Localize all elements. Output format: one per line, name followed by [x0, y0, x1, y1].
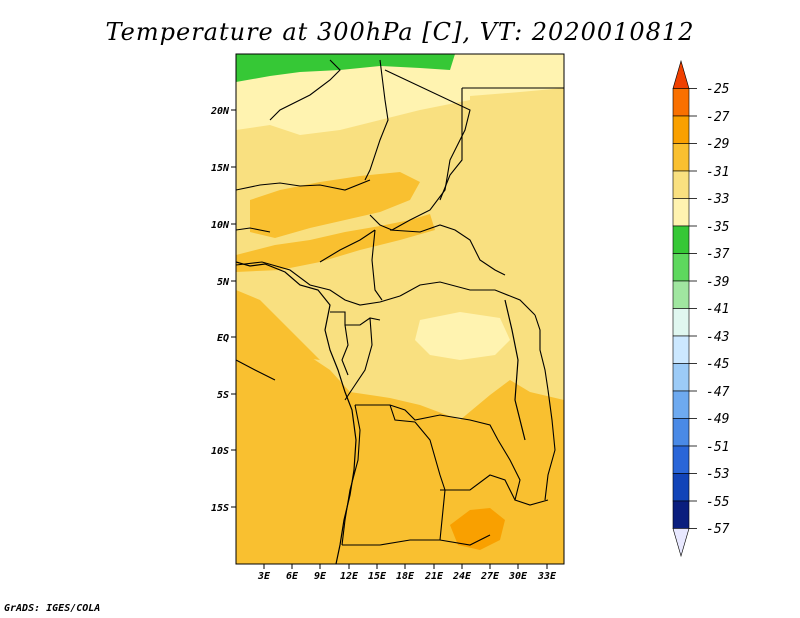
lon-labels: 3E 6E 9E 12E 15E 18E 21E 24E 27E 30E 33E — [257, 571, 557, 582]
colorbar-segment — [673, 254, 689, 282]
lon-label: 6E — [286, 571, 299, 582]
lat-label: EQ — [217, 333, 229, 344]
lat-label: 15N — [211, 163, 230, 174]
lon-axis — [264, 564, 547, 569]
lat-labels: 20N 15N 10N 5N EQ 5S 10S 15S — [210, 106, 230, 514]
colorbar-segment — [673, 446, 689, 474]
lat-label: 10S — [211, 446, 229, 457]
colorbar-label: -53 — [706, 467, 729, 482]
colorbar-label: -47 — [706, 385, 730, 400]
colorbar-segment — [673, 419, 689, 447]
colorbar-label: -49 — [706, 412, 729, 427]
colorbar-segment — [673, 144, 689, 172]
colorbar-segment — [673, 474, 689, 502]
colorbar-label: -57 — [706, 522, 730, 537]
lon-label: 9E — [314, 571, 327, 582]
lat-label: 5N — [217, 277, 230, 288]
colorbar-segment — [673, 336, 689, 364]
lon-label: 21E — [424, 571, 444, 582]
colorbar-label: -37 — [706, 247, 730, 262]
lat-label: 5S — [217, 390, 229, 401]
lon-label: 3E — [257, 571, 271, 582]
colorbar-label: -51 — [706, 440, 729, 455]
colorbar-segment — [673, 364, 689, 392]
colorbar-segment — [673, 171, 689, 199]
grads-credit: GrADS: IGES/COLA — [4, 603, 100, 614]
colorbar-label: -45 — [706, 357, 730, 372]
colorbar-label: -39 — [706, 275, 729, 290]
colorbar-label: -41 — [706, 302, 729, 317]
colorbar-label: -25 — [706, 82, 730, 97]
lon-label: 12E — [340, 571, 359, 582]
colorbar-top-arrow — [673, 61, 689, 89]
lon-label: 18E — [396, 571, 415, 582]
colorbar-segment — [673, 391, 689, 419]
lat-label: 20N — [210, 106, 230, 117]
temperature-field — [236, 54, 564, 564]
colorbar-segment — [673, 89, 689, 117]
lon-label: 27E — [480, 571, 500, 582]
colorbar-segment — [673, 199, 689, 227]
lon-label: 24E — [452, 571, 472, 582]
colorbar-label: -43 — [706, 330, 729, 345]
colorbar-label: -33 — [706, 192, 729, 207]
lon-label: 15E — [368, 571, 387, 582]
colorbar-label: -31 — [706, 165, 729, 180]
colorbar — [673, 61, 697, 556]
colorbar-segment — [673, 116, 689, 144]
colorbar-label: -55 — [706, 495, 730, 510]
lon-label: 30E — [508, 571, 528, 582]
lat-label: 15S — [211, 503, 229, 514]
colorbar-segment — [673, 309, 689, 337]
colorbar-label: -29 — [706, 137, 729, 152]
lat-label: 10N — [211, 220, 230, 231]
colorbar-segment — [673, 226, 689, 254]
colorbar-bottom-arrow — [673, 529, 689, 557]
colorbar-labels: -25 -27 -29 -31 -33 -35 -37 -39 -41 -43 … — [706, 82, 730, 537]
lat-axis — [231, 110, 236, 507]
colorbar-label: -27 — [706, 110, 730, 125]
colorbar-label: -35 — [706, 220, 730, 235]
colorbar-segment — [673, 501, 689, 529]
lon-label: 33E — [537, 571, 557, 582]
colorbar-segment — [673, 281, 689, 309]
